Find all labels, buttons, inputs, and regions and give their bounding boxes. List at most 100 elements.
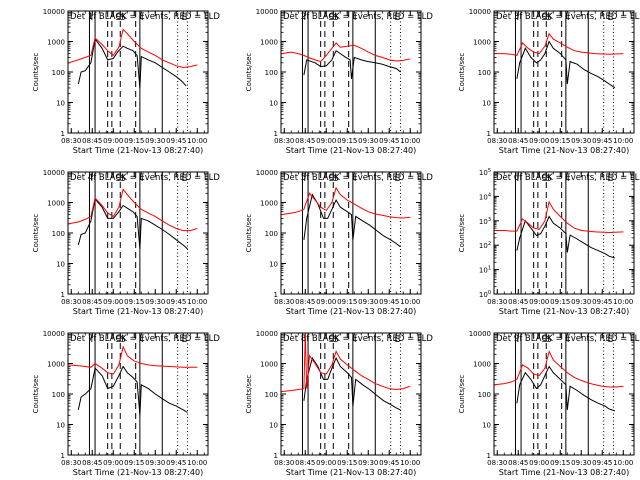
x-tick-label: 08:45 [82,459,102,467]
x-tick-label: 09:00 [529,459,549,467]
x-tick-label: 10:00 [187,459,207,467]
y-tick-label: 10000 [256,330,278,338]
x-tick-label: 09:15 [124,137,144,145]
event-marker-s: S [542,174,548,184]
series-lld-line [494,32,624,56]
y-axis-label: Counts/sec [458,214,466,253]
x-tick-label: 09:30 [145,137,165,145]
series-events-line [303,356,401,411]
x-tick-label: 09:15 [337,298,357,306]
panel-title: Det 5f BLACK = Events, RED = LLD [283,173,433,183]
event-marker-s: S [546,13,552,23]
panel-title: Det 4f BLACK = Events, RED = LLD [70,173,220,183]
x-tick-label: 09:45 [592,137,612,145]
x-tick-label: 09:00 [103,137,123,145]
y-tick-label: 104 [479,192,491,201]
x-axis-label: Start Time (21-Nov-13 08:27:40) [73,307,203,316]
panel-det-3: Det 3f BLACK = Events, RED = LLD Counts/s… [458,8,640,155]
series-events-line [77,365,188,416]
y-tick-label: 10000 [43,169,65,177]
event-marker-i: I [90,174,93,184]
y-tick-label: 1000 [473,361,491,369]
event-marker-s: S [333,13,339,23]
event-marker-e: E [181,174,187,184]
y-tick-label: 1 [61,130,65,138]
event-marker-i: I [354,174,357,184]
series-lld-line [68,345,198,375]
y-tick-label: 1 [274,291,278,299]
y-axis-label: Counts/sec [458,53,466,92]
x-tick-label: 09:30 [145,298,165,306]
series-lld-line [281,333,411,393]
y-tick-label: 10 [482,100,491,108]
x-tick-label: 08:30 [274,137,294,145]
x-tick-label: 09:30 [145,459,165,467]
series-lld-line [68,188,198,232]
event-marker-i: I [567,13,570,23]
x-tick-label: 09:45 [166,137,186,145]
panel-title: Det 3f BLACK = Events, RED = LLD [496,12,640,22]
x-tick-label: 09:45 [592,298,612,306]
x-tick-label: 08:45 [295,137,315,145]
x-tick-label: 08:45 [508,298,528,306]
series-lld-line [68,28,198,69]
y-tick-label: 10000 [469,330,491,338]
panel-det-5: Det 5f BLACK = Events, RED = LLD Counts/s… [245,169,433,316]
y-tick-label: 100 [265,230,278,238]
x-tick-label: 09:45 [379,137,399,145]
y-tick-label: 100 [265,391,278,399]
x-tick-label: 08:45 [295,459,315,467]
y-tick-label: 10 [269,422,278,430]
x-axis-label: Start Time (21-Nov-13 08:27:40) [286,146,416,155]
x-tick-label: 09:15 [124,459,144,467]
x-tick-label: 09:45 [166,459,186,467]
y-tick-label: 1 [274,130,278,138]
event-marker-e: E [607,13,613,23]
y-tick-label: 10 [56,422,65,430]
panel-det-1: Det 1f BLACK = Events, RED = LLD Counts/s… [32,8,220,155]
x-axis-label: Start Time (21-Nov-13 08:27:40) [499,146,629,155]
y-axis-label: Counts/sec [32,53,40,92]
x-axis-label: Start Time (21-Nov-13 08:27:40) [73,468,203,477]
x-axis-label: Start Time (21-Nov-13 08:27:40) [499,468,629,477]
x-tick-label: 10:00 [400,459,420,467]
event-marker-i: I [303,13,306,23]
event-marker-i: I [141,335,144,345]
panel-det-9: Det 9f BLACK = Events, RED = LLD Counts/s… [458,330,640,477]
x-tick-label: 08:30 [274,298,294,306]
event-marker-s: S [542,335,548,345]
x-tick-label: 09:45 [379,459,399,467]
event-marker-s: S [116,13,122,23]
panel-title: Det 9f BLACK = Events, RED = LLD [496,334,640,344]
event-marker-i: I [90,13,93,23]
event-marker-i: I [354,13,357,23]
x-tick-label: 08:45 [82,298,102,306]
x-tick-label: 09:30 [358,137,378,145]
x-tick-label: 08:30 [61,459,81,467]
x-tick-label: 09:00 [529,298,549,306]
event-marker-i: I [354,335,357,345]
x-tick-label: 08:45 [295,298,315,306]
y-tick-label: 1 [274,452,278,460]
x-tick-label: 09:15 [550,298,570,306]
y-tick-label: 100 [478,69,491,77]
y-tick-label: 10000 [43,330,65,338]
series-lld-line [281,42,411,63]
y-axis-label: Counts/sec [245,53,253,92]
x-tick-label: 09:30 [571,137,591,145]
panel-det-4: Det 4f BLACK = Events, RED = LLD Counts/s… [32,169,220,316]
event-marker-e: E [394,335,400,345]
y-tick-label: 1000 [260,361,278,369]
y-tick-label: 1000 [47,39,65,47]
event-marker-i: I [516,174,519,184]
y-tick-label: 10 [482,422,491,430]
y-axis-label: Counts/sec [32,214,40,253]
plot-frame [493,171,635,295]
panel-title: Det 1f BLACK = Events, RED = LLD [70,12,220,22]
x-tick-label: 09:15 [337,459,357,467]
y-tick-label: 10000 [43,8,65,16]
x-tick-label: 10:00 [613,298,633,306]
panel-title: Det 8f BLACK = Events, RED = LLD [283,334,433,344]
y-tick-label: 10000 [256,8,278,16]
x-axis-label: Start Time (21-Nov-13 08:27:40) [73,146,203,155]
